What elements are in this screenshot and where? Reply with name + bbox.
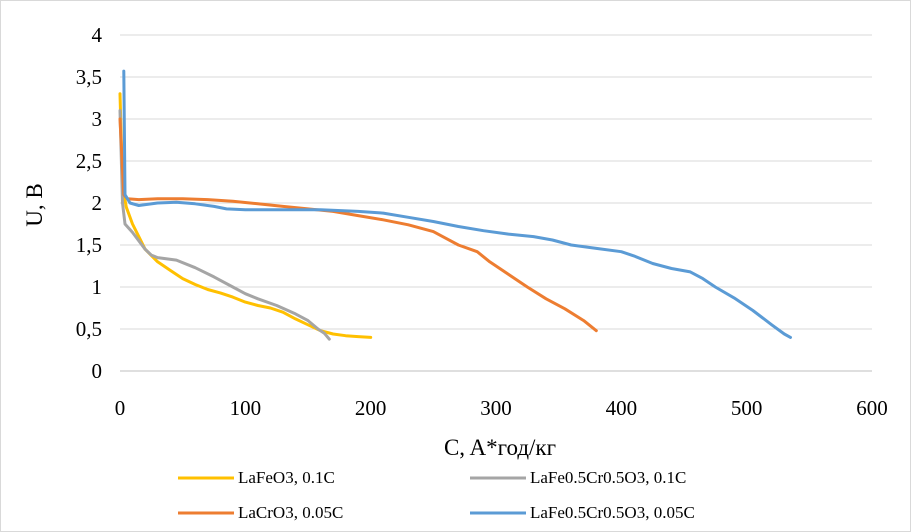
gridlines (120, 34, 872, 372)
y-tick-label: 3,5 (76, 65, 102, 89)
y-tick-label: 1 (92, 275, 103, 299)
x-tick-label: 0 (115, 396, 126, 420)
plot-series (118, 69, 792, 341)
x-axis-title: C, A*год/кг (444, 435, 556, 460)
x-tick-label: 400 (606, 396, 638, 420)
series-line (118, 109, 331, 341)
series-line (118, 117, 598, 333)
x-tick-label: 500 (731, 396, 763, 420)
x-tick-label: 300 (480, 396, 512, 420)
legend-label: LaFe0.5Cr0.5O3, 0.05C (530, 503, 695, 522)
y-axis-title: U, B (22, 183, 47, 226)
y-tick-label: 1,5 (76, 233, 102, 257)
legend-label: LaCrO3, 0.05C (238, 503, 343, 522)
x-tick-label: 200 (355, 396, 387, 420)
y-tick-label: 0 (92, 359, 103, 383)
legend: LaFeO3, 0.1C LaFe0.5Cr0.5O3, 0.1C LaCrO3, … (178, 468, 695, 522)
series-line (122, 69, 792, 339)
series-line (118, 92, 373, 339)
y-tick-label: 4 (92, 23, 103, 47)
x-tick-labels: 0 100 200 300 400 500 600 (115, 396, 888, 420)
x-tick-label: 600 (856, 396, 888, 420)
y-tick-label: 3 (92, 107, 103, 131)
legend-label: LaFeO3, 0.1C (238, 468, 335, 487)
y-tick-label: 2 (92, 191, 103, 215)
y-tick-label: 0,5 (76, 317, 102, 341)
y-tick-labels: 0 0,5 1 1,5 2 2,5 3 3,5 4 (76, 23, 103, 383)
x-tick-label: 100 (230, 396, 262, 420)
legend-label: LaFe0.5Cr0.5O3, 0.1C (530, 468, 686, 487)
y-tick-label: 2,5 (76, 149, 102, 173)
